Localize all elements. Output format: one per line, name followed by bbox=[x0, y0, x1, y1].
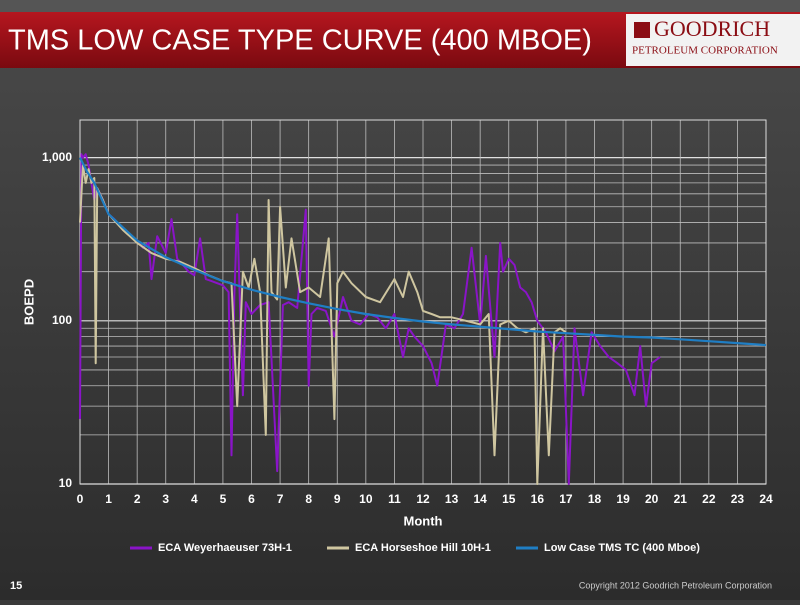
y-tick-label: 100 bbox=[52, 313, 72, 327]
y-axis-title: BOEPD bbox=[21, 279, 36, 325]
y-tick-label: 1,000 bbox=[42, 150, 72, 164]
x-tick-label: 17 bbox=[559, 492, 573, 506]
logo-icon bbox=[634, 22, 650, 38]
x-tick-label: 19 bbox=[616, 492, 630, 506]
series-line bbox=[79, 164, 567, 485]
x-tick-label: 11 bbox=[388, 492, 401, 506]
y-tick-label: 10 bbox=[59, 476, 73, 490]
x-tick-label: 22 bbox=[702, 492, 716, 506]
top-strip bbox=[0, 0, 800, 12]
legend-label: Low Case TMS TC (400 Mboe) bbox=[544, 542, 700, 554]
legend-label: ECA Weyerhaeuser 73H-1 bbox=[158, 542, 292, 554]
x-tick-label: 9 bbox=[334, 492, 341, 506]
x-tick-label: 21 bbox=[674, 492, 688, 506]
x-tick-label: 13 bbox=[445, 492, 459, 506]
x-tick-label: 16 bbox=[531, 492, 545, 506]
x-tick-label: 18 bbox=[588, 492, 602, 506]
series-line bbox=[79, 157, 767, 347]
x-tick-label: 23 bbox=[731, 492, 745, 506]
x-tick-label: 15 bbox=[502, 492, 516, 506]
x-tick-label: 10 bbox=[359, 492, 373, 506]
x-tick-label: 2 bbox=[134, 492, 141, 506]
x-tick-label: 20 bbox=[645, 492, 659, 506]
slide-title: TMS LOW CASE TYPE CURVE (400 MBOE) bbox=[8, 25, 592, 57]
logo-subtitle: PETROLEUM CORPORATION bbox=[632, 45, 778, 57]
copyright: Copyright 2012 Goodrich Petroleum Corpor… bbox=[579, 580, 772, 590]
x-tick-label: 14 bbox=[473, 492, 487, 506]
x-tick-label: 5 bbox=[220, 492, 227, 506]
x-tick-label: 8 bbox=[305, 492, 312, 506]
x-tick-label: 12 bbox=[416, 492, 430, 506]
x-tick-label: 4 bbox=[191, 492, 198, 506]
x-tick-label: 7 bbox=[277, 492, 284, 506]
page-number: 15 bbox=[10, 580, 22, 592]
x-axis-title: Month bbox=[404, 513, 443, 528]
logo-name: GOODRICH bbox=[654, 16, 770, 41]
x-tick-label: 1 bbox=[105, 492, 112, 506]
legend-label: ECA Horseshoe Hill 10H-1 bbox=[355, 542, 491, 554]
logo-box bbox=[626, 14, 800, 66]
x-tick-label: 3 bbox=[162, 492, 169, 506]
x-tick-label: 6 bbox=[248, 492, 255, 506]
x-tick-label: 24 bbox=[759, 492, 773, 506]
x-tick-label: 0 bbox=[77, 492, 84, 506]
